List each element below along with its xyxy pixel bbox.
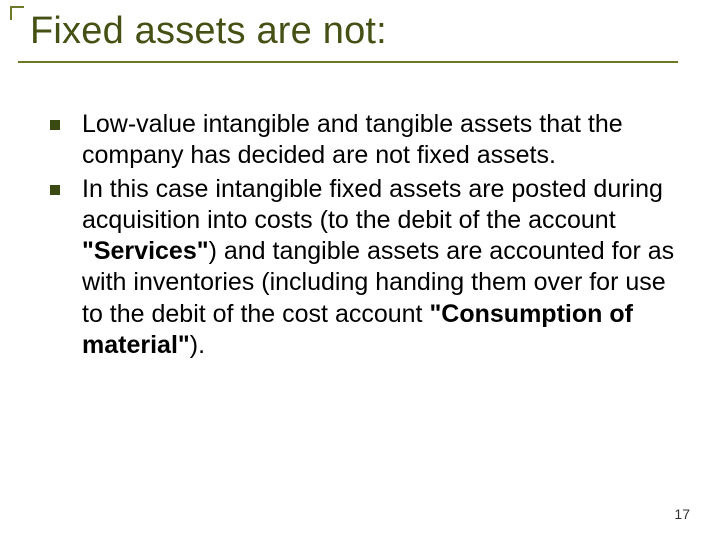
list-item: Low-value intangible and tangible assets… [50, 109, 680, 172]
slide-title: Fixed assets are not: [30, 10, 700, 53]
page-number: 17 [674, 506, 690, 522]
body-content: Low-value intangible and tangible assets… [0, 63, 720, 361]
list-item: In this case intangible fixed assets are… [50, 174, 680, 362]
bullet-text: Low-value intangible and tangible assets… [82, 109, 680, 172]
corner-mark-icon [10, 6, 24, 20]
slide: Fixed assets are not: Low-value intangib… [0, 0, 720, 540]
bullet-text: In this case intangible fixed assets are… [82, 174, 680, 362]
bullet-square-icon [50, 185, 60, 195]
bullet-square-icon [50, 120, 60, 130]
title-block: Fixed assets are not: [0, 0, 720, 63]
